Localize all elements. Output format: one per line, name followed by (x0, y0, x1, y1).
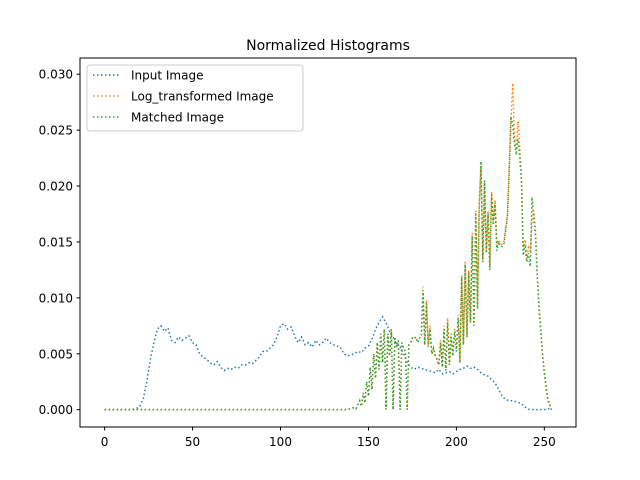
x-tick-label: 50 (185, 435, 200, 449)
y-tick-label: 0.000 (39, 403, 73, 417)
y-tick-label: 0.010 (39, 291, 73, 305)
legend-label-1: Input Image (131, 69, 203, 83)
legend: Input Image Log_transformed Image Matched … (86, 64, 304, 132)
y-tick-label: 0.005 (39, 347, 73, 361)
series-line-2 (104, 83, 553, 411)
legend-box (86, 64, 304, 132)
legend-label-3: Matched Image (131, 111, 224, 125)
series-line-1 (104, 315, 552, 411)
plot-frame (79, 57, 577, 428)
chart-title: Normalized Histograms (246, 38, 410, 54)
x-tick-label: 250 (533, 435, 556, 449)
y-tick-label: 0.030 (39, 68, 73, 82)
series-layer (104, 83, 553, 411)
x-tick-label: 100 (269, 435, 292, 449)
x-tick-label: 200 (445, 435, 468, 449)
legend-label-2: Log_transformed Image (131, 90, 274, 104)
y-tick-label: 0.015 (39, 235, 73, 249)
x-tick-label: 150 (357, 435, 380, 449)
axes-layer: 0 50 100 150 200 250 0.000 0.005 0.010 0.015 0.020… (39, 57, 577, 449)
x-tick-label: 0 (101, 435, 109, 449)
series-line-3 (104, 116, 553, 411)
y-tick-label: 0.020 (39, 180, 73, 194)
y-tick-label: 0.025 (39, 124, 73, 138)
